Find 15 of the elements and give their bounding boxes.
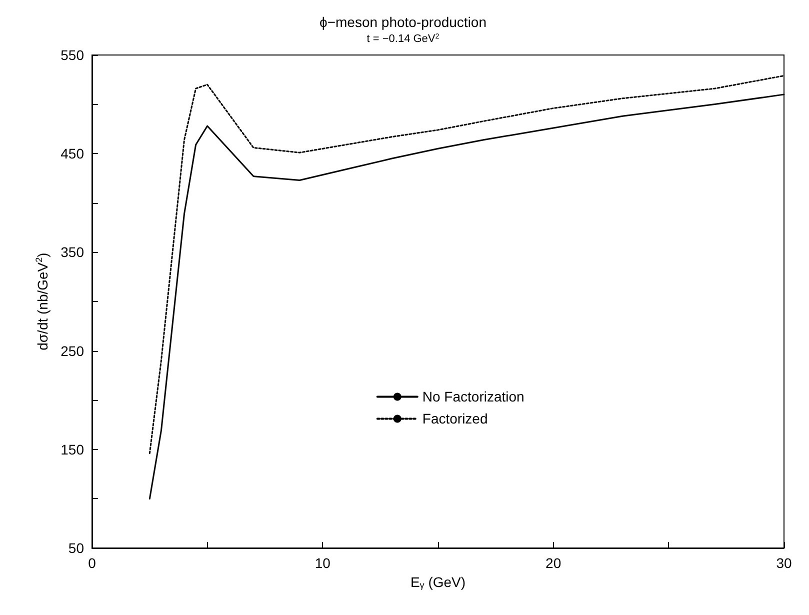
y-tick-label: 50 xyxy=(68,540,84,556)
y-tick-label: 150 xyxy=(60,441,84,458)
x-axis-title: Eγ (GeV) xyxy=(410,574,466,590)
x-tick-label: 10 xyxy=(314,555,331,571)
y-tick-label: 450 xyxy=(60,146,84,162)
y-tick-label: 550 xyxy=(60,47,84,63)
y-tick-label: 250 xyxy=(60,342,84,359)
x-tick-label: 20 xyxy=(546,555,562,571)
x-tick-label: 30 xyxy=(776,555,792,571)
legend-label: No Factorization xyxy=(422,388,524,405)
legend-label: Factorized xyxy=(422,410,488,427)
y-tick-label: 350 xyxy=(60,244,84,260)
chart-title: ϕ−meson photo-production xyxy=(319,14,487,30)
x-tick-label: 0 xyxy=(88,555,96,571)
y-axis-title: dσ/dt (nb/GeV2) xyxy=(34,252,50,350)
